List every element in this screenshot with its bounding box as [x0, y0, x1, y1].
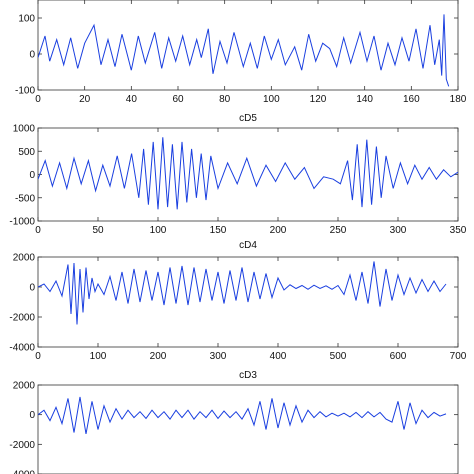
- x-tick-label: 250: [330, 225, 347, 236]
- x-tick-label: 100: [150, 225, 167, 236]
- x-tick-label: 200: [270, 225, 287, 236]
- x-tick-label: 500: [330, 351, 347, 362]
- subplot-2: cD5 -1000 -500 0 500 1000 0 50 100 150 200 250 300 35…: [9, 113, 466, 236]
- subplot-4: cD3 -4000 -2000 0 2000: [9, 370, 459, 474]
- series-line-1: [38, 261, 447, 325]
- x-tick-label: 300: [210, 351, 227, 362]
- y-tick-label: -500: [15, 193, 35, 204]
- y-tick-label: 1000: [13, 124, 36, 135]
- x-tick-label: 600: [390, 351, 407, 362]
- x-tick-label: 100: [263, 94, 280, 105]
- x-tick-label: 400: [270, 351, 287, 362]
- subplot-title: cD4: [239, 240, 257, 251]
- x-tick-label: 180: [450, 94, 467, 105]
- x-tick-label: 100: [90, 351, 107, 362]
- plot-frame: [37, 384, 459, 474]
- y-tick-label: -2000: [9, 313, 35, 324]
- x-tick-label: 0: [35, 94, 41, 105]
- y-tick-label: -100: [15, 86, 35, 97]
- x-tick-label: 150: [210, 225, 227, 236]
- y-tick-label: 0: [29, 410, 35, 421]
- x-tick-label: 50: [92, 225, 104, 236]
- series-line-1: [38, 137, 458, 210]
- x-tick-label: 350: [450, 225, 467, 236]
- subplot-3: cD4 -4000 -2000 0 2000 0 100 200 300 400 500 600 700: [9, 240, 466, 362]
- y-tick-label: 0: [29, 50, 35, 61]
- x-tick-label: 200: [150, 351, 167, 362]
- y-tick-label: -2000: [9, 440, 35, 451]
- x-tick-label: 60: [172, 94, 184, 105]
- y-tick-label: 2000: [13, 381, 36, 392]
- x-tick-label: 40: [126, 94, 138, 105]
- y-tick-label: -4000: [9, 343, 35, 354]
- plot-frame: [37, 127, 459, 222]
- y-tick-label: 100: [18, 14, 35, 25]
- x-tick-label: 700: [450, 351, 467, 362]
- y-tick-label: 500: [18, 147, 35, 158]
- x-tick-label: 80: [219, 94, 231, 105]
- y-tick-label: -4000: [9, 470, 35, 474]
- x-tick-label: 140: [356, 94, 373, 105]
- subplot-title: cD5: [239, 113, 257, 124]
- x-tick-label: 0: [35, 225, 41, 236]
- plot-frame: [37, 0, 459, 91]
- x-tick-label: 300: [390, 225, 407, 236]
- y-tick-label: 0: [29, 283, 35, 294]
- x-tick-label: 0: [35, 351, 41, 362]
- x-tick-label: 160: [403, 94, 420, 105]
- y-tick-label: -1000: [9, 217, 35, 228]
- y-tick-label: 0: [29, 170, 35, 181]
- series-line-1: [38, 14, 450, 87]
- plot-frame: [37, 256, 459, 348]
- y-tick-label: 2000: [13, 253, 36, 264]
- series-line-1: [38, 396, 447, 434]
- x-tick-label: 120: [310, 94, 327, 105]
- x-tick-label: 20: [79, 94, 91, 105]
- subplot-title: cD3: [239, 370, 257, 381]
